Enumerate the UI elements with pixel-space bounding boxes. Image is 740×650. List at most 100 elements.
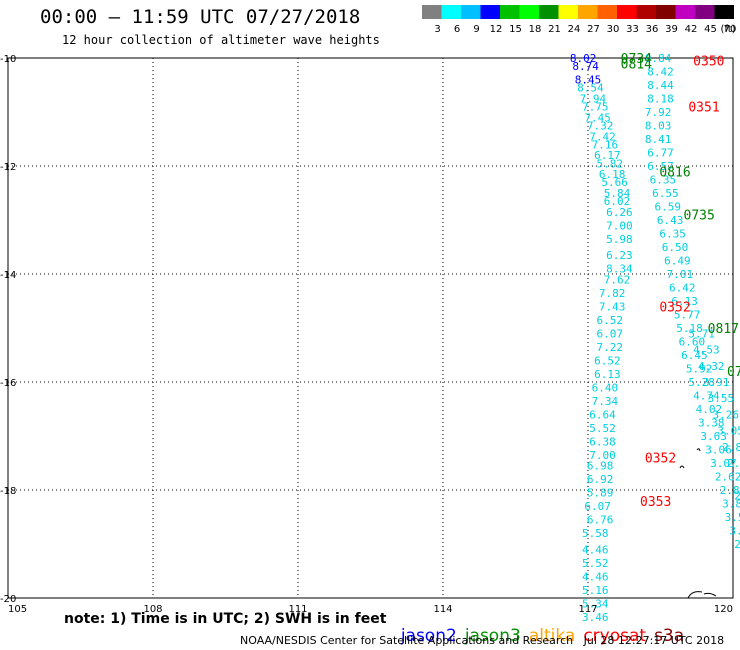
swh-value: 9.84 [645, 52, 672, 65]
swh-value: 2.55 [727, 457, 740, 470]
scale-swatch [597, 5, 617, 19]
swh-value: 8.45 [575, 74, 602, 87]
swh-value: 7.00 [606, 219, 633, 232]
swh-value: 7.43 [599, 300, 626, 313]
swh-value: 6.64 [589, 408, 616, 421]
swh-value: 7.94 [580, 93, 607, 106]
scale-swatch [519, 5, 539, 19]
swh-value: 3.84 [722, 498, 740, 511]
swh-value: 4.53 [693, 344, 720, 357]
pass-time-label: 0353 [640, 495, 671, 510]
swh-value: 6.98 [587, 460, 614, 473]
swh-value: 3.46 [582, 611, 609, 624]
swh-value: 8.42 [647, 66, 674, 79]
scale-tick-label: 6 [454, 24, 460, 35]
swh-value: 6.26 [606, 206, 633, 219]
scale-swatch [578, 5, 598, 19]
swh-value: 4.46 [582, 543, 609, 556]
scale-tick-label: 12 [490, 24, 503, 35]
swh-value: 6.40 [592, 381, 619, 394]
scale-tick-label: 24 [568, 24, 581, 35]
swh-value: 8.34 [606, 263, 633, 276]
legend-s3a: s3a [654, 626, 685, 646]
credit-line: NOAA/NESDIS Center for Satellite Applica… [240, 634, 725, 647]
swh-value: 6.57 [647, 160, 674, 173]
swh-value: 6.42 [669, 282, 696, 295]
pass-time-label: 0736 [727, 365, 740, 380]
swh-value: 8.03 [645, 120, 672, 133]
scale-swatch [480, 5, 500, 19]
swh-value: 6.18 [599, 168, 626, 181]
swh-value: 8.74 [572, 60, 599, 73]
swh-value: 6.92 [587, 473, 614, 486]
swh-value: 6.52 [597, 314, 624, 327]
legend-jason2: jason2 [400, 626, 457, 646]
scale-swatch [422, 5, 442, 19]
satellite-legend: jason2 jason3 altika cryosat s3a [390, 606, 692, 646]
page-title: 00:00 – 11:59 UTC 07/27/2018 [40, 6, 361, 28]
swh-value: 4.32 [698, 360, 725, 373]
scale-swatch [695, 5, 715, 19]
coastline [679, 448, 717, 599]
swh-value: 6.07 [584, 500, 611, 513]
swh-value: 6.45 [681, 349, 708, 362]
swh-value: 5.89 [587, 487, 614, 500]
swh-value: 5.66 [601, 176, 628, 189]
legend-jason3: jason3 [464, 626, 521, 646]
pass-time-label: 0352 [659, 300, 690, 315]
swh-value: 3.06 [705, 444, 732, 457]
swh-value: 6.23 [606, 249, 633, 262]
scale-tick-label: 18 [529, 24, 542, 35]
lat-tick-label: -20 [0, 594, 16, 605]
swh-value: 7.01 [667, 268, 694, 281]
swh-value: 6.35 [659, 228, 686, 241]
pass-time-label: 0351 [688, 101, 719, 116]
lon-tick-label: 114 [433, 604, 452, 615]
scale-swatch [617, 5, 637, 19]
swh-value: 5.16 [582, 584, 609, 597]
swh-value: 3.05 [717, 425, 740, 438]
pass-time-label: 0734 [621, 52, 652, 67]
wave-height-color-scale: 3 6 9 12 15 18 21 24 27 30 33 36 39 42 45 70(ft) [422, 5, 736, 35]
scale-tick-label: 27 [587, 24, 600, 35]
lon-tick-label: 108 [143, 604, 162, 615]
lat-tick-label: -16 [0, 378, 16, 389]
swh-value: 6.13 [594, 368, 621, 381]
swh-value: 5.82 [597, 157, 624, 170]
legend-altika: altika [528, 626, 576, 646]
swh-value: 7.92 [645, 106, 672, 119]
page-subtitle: 12 hour collection of altimeter wave hei… [62, 33, 380, 47]
pass-time-label: 0352 [645, 452, 676, 467]
swh-value: 6.49 [664, 255, 691, 268]
scale-tick-label: 36 [646, 24, 659, 35]
scale-swatch [656, 5, 676, 19]
scale-swatch [441, 5, 461, 19]
lat-tick-label: -12 [0, 162, 16, 173]
swh-value: 4.02 [696, 403, 723, 416]
lat-tick-label: -14 [0, 270, 16, 281]
swh-value: 8.18 [647, 93, 674, 106]
lon-tick-label: 117 [578, 604, 597, 615]
swh-value: 4.74 [693, 390, 720, 403]
swh-value: 6.52 [594, 354, 621, 367]
scale-tick-label: 42 [685, 24, 698, 35]
swh-value: 5.92 [686, 363, 713, 376]
swh-value: 2.84 [722, 441, 740, 454]
swh-value: 3.51 [725, 511, 740, 524]
scale-tick-label: 9 [473, 24, 479, 35]
scale-unit-label: (ft) [720, 24, 735, 35]
swh-value: 6.02 [604, 195, 631, 208]
swh-value: 8.44 [647, 79, 674, 92]
swh-value: 6.59 [655, 201, 682, 214]
swh-value: 7.42 [589, 130, 616, 143]
lon-tick-label: 111 [288, 604, 307, 615]
swh-value: 7.22 [597, 341, 624, 354]
map-frame [7, 57, 734, 599]
scale-swatch [558, 5, 578, 19]
swh-value: 6.43 [657, 214, 684, 227]
swh-value: 2.85 [734, 489, 740, 502]
swh-value: 5.18 [676, 322, 703, 335]
pass-time-label: 0735 [684, 209, 715, 224]
swh-value: 5.52 [582, 557, 609, 570]
swh-value: 5.77 [674, 309, 701, 322]
